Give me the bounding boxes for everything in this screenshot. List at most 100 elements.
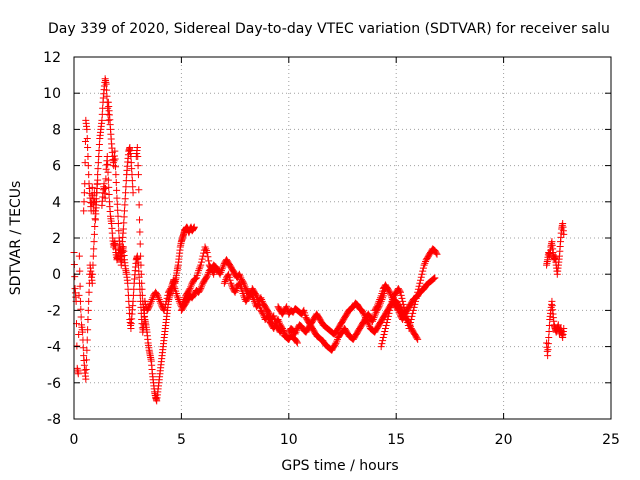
data-point (114, 212, 122, 220)
series-track-12 (371, 274, 439, 323)
x-tick-label: 20 (495, 432, 513, 448)
series-track-5 (132, 144, 198, 405)
data-point (135, 186, 143, 194)
data-point (197, 261, 205, 269)
data-point (138, 279, 146, 287)
data-point (122, 177, 130, 185)
data-point (388, 294, 396, 302)
data-point (83, 336, 91, 344)
data-point (89, 261, 97, 269)
data-point (136, 240, 144, 248)
data-point (264, 314, 272, 322)
data-point (376, 296, 384, 304)
data-point (205, 257, 213, 265)
data-point (185, 286, 193, 294)
x-tick-label: 25 (602, 432, 620, 448)
data-point (201, 243, 209, 251)
data-point (119, 225, 127, 233)
data-point (170, 281, 178, 289)
data-point (220, 261, 228, 269)
data-point (81, 159, 89, 167)
data-point (239, 278, 247, 286)
data-point (386, 290, 394, 298)
data-point (104, 168, 112, 176)
data-point (89, 270, 97, 278)
data-point (544, 340, 552, 348)
data-point (202, 273, 210, 281)
data-point (84, 306, 92, 314)
data-point (417, 276, 425, 284)
data-point (154, 294, 162, 302)
data-point (399, 297, 407, 305)
tick-labels: 0 5 10 15 20 25 -8 -6 -4 -2 0 2 4 6 8 10 12 (43, 50, 620, 448)
data-point (217, 268, 225, 276)
data-point (259, 310, 267, 318)
data-point (89, 199, 97, 207)
series-track-1 (70, 176, 102, 383)
series-track-14 (543, 297, 568, 360)
data-point (157, 301, 165, 309)
data-point (84, 315, 92, 323)
data-point (88, 279, 96, 287)
data-point (410, 303, 418, 311)
data-point (148, 296, 156, 304)
data-point (361, 312, 369, 320)
data-point (237, 283, 245, 291)
data-point (216, 270, 224, 278)
data-point (365, 321, 373, 329)
data-point (155, 296, 163, 304)
data-point (399, 314, 407, 322)
data-point (137, 270, 145, 278)
data-point (129, 183, 137, 191)
data-point (198, 281, 206, 289)
data-point (237, 274, 245, 282)
data-point (83, 346, 91, 354)
data-point (73, 342, 81, 350)
data-point (102, 185, 110, 193)
data-point (122, 183, 130, 191)
data-point (91, 223, 99, 231)
data-point (545, 328, 553, 336)
data-point (191, 275, 199, 283)
data-point (169, 279, 177, 287)
data-point (333, 335, 341, 343)
data-point (85, 288, 93, 296)
data-point (418, 270, 426, 278)
data-point (225, 273, 233, 281)
data-point (113, 200, 121, 208)
data-point (236, 272, 244, 280)
data-point (199, 252, 207, 260)
data-point (384, 312, 392, 320)
data-point (397, 291, 405, 299)
data-point (98, 116, 106, 124)
data-point (136, 216, 144, 224)
data-point (164, 291, 172, 299)
data-point (104, 110, 112, 118)
data-point (275, 317, 283, 325)
data-point (359, 309, 367, 317)
data-point (76, 267, 84, 275)
data-point (203, 272, 211, 280)
data-point (431, 274, 439, 282)
data-point (120, 219, 128, 227)
data-point (560, 230, 568, 238)
data-point (92, 210, 100, 218)
data-point (83, 134, 91, 142)
data-point (270, 323, 278, 331)
data-point (376, 294, 384, 302)
y-tick-label: -6 (47, 376, 61, 392)
data-point (279, 326, 287, 334)
data-point (408, 312, 416, 320)
data-point (83, 356, 91, 364)
data-point (156, 297, 164, 305)
data-point (219, 263, 227, 271)
data-point (243, 295, 251, 303)
data-point (204, 253, 212, 261)
data-point (379, 334, 387, 342)
series-track-7 (177, 256, 293, 343)
series-track-3 (104, 98, 137, 260)
data-point (274, 315, 282, 323)
data-point (399, 300, 407, 308)
data-point (415, 282, 423, 290)
